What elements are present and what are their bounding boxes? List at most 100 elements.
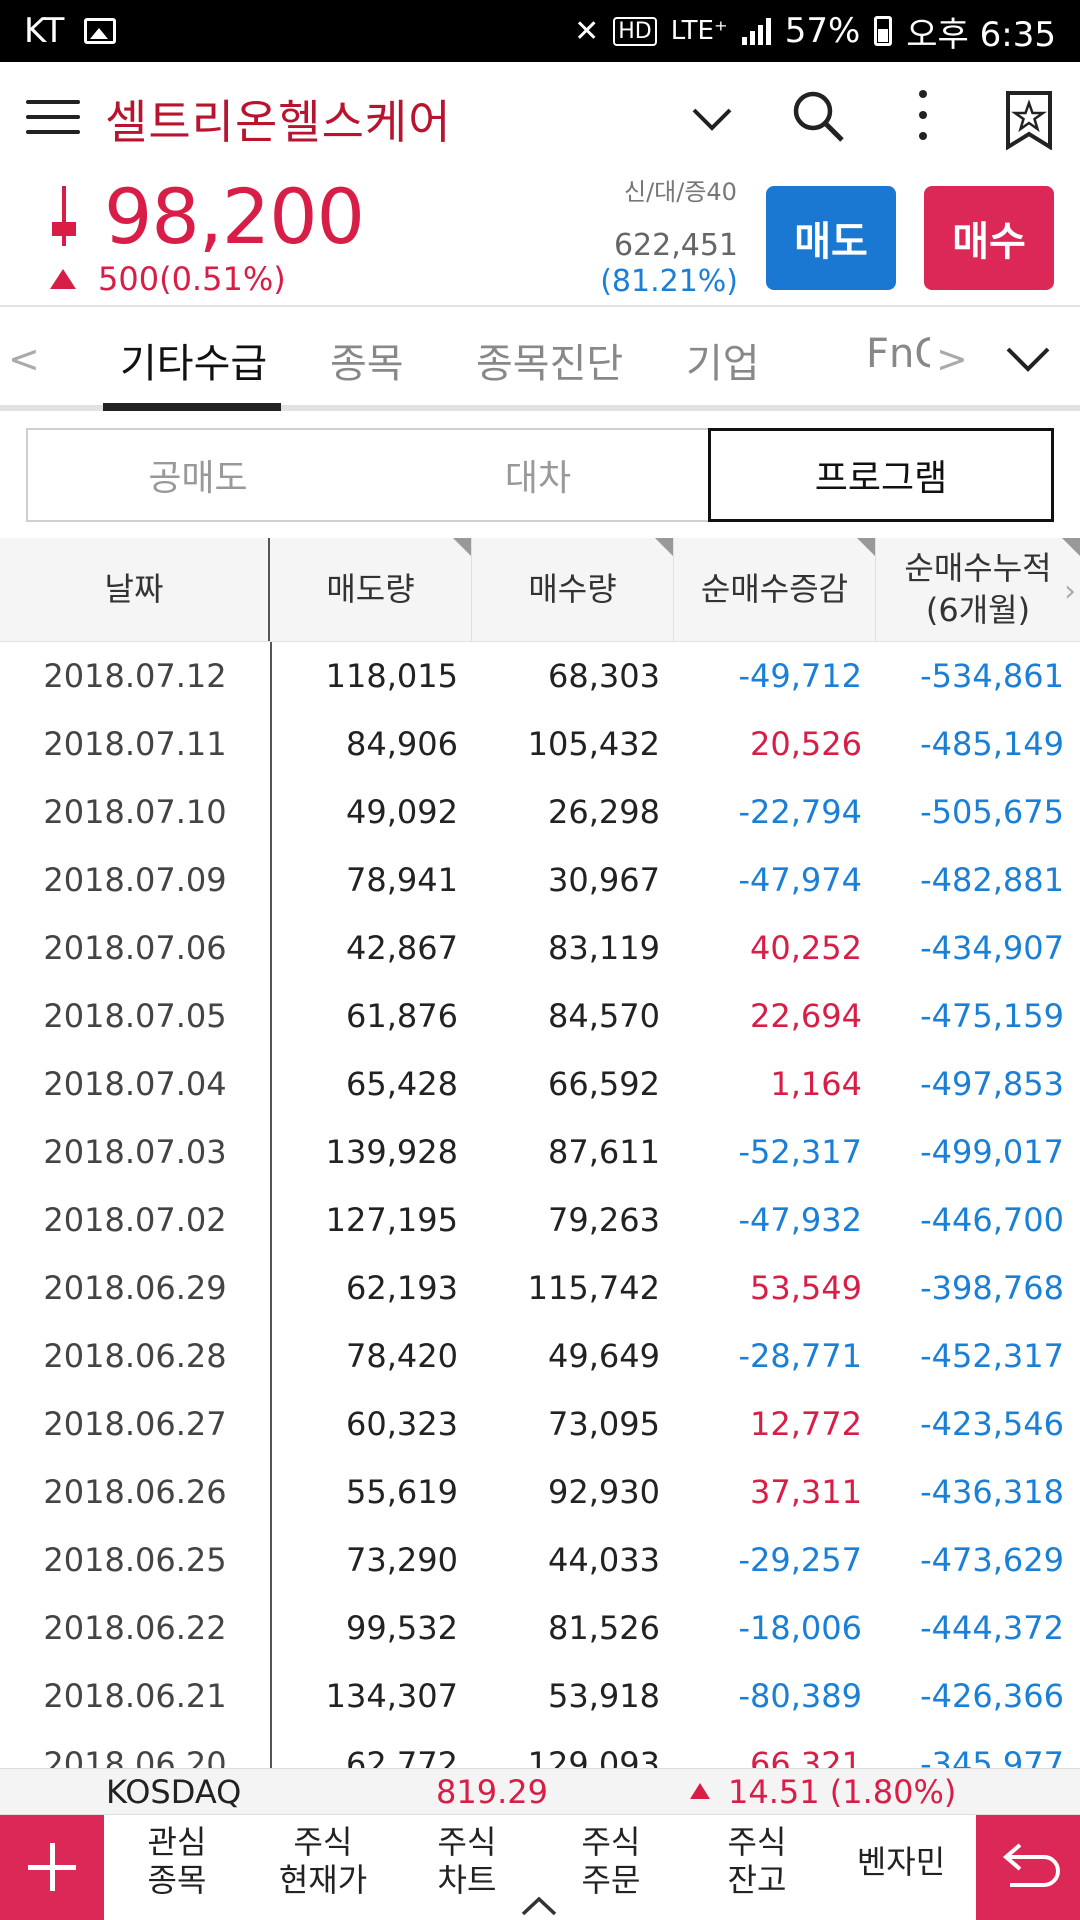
tab-expand-chevron-icon[interactable] (1004, 339, 1052, 379)
cell-buy-volume: 115,742 (527, 1269, 660, 1307)
tab-stock-diagnosis[interactable]: 종목진단 (476, 341, 624, 387)
cell-net-change: 66,321 (750, 1745, 862, 1768)
table-row[interactable]: 2018.07.05 61,876 84,570 22,694 -475,159 (0, 982, 1080, 1050)
cell-sell-volume: 84,906 (346, 725, 458, 763)
add-menu-button[interactable] (0, 1815, 104, 1920)
cell-date: 2018.06.25 (43, 1541, 227, 1579)
segment-lending[interactable]: 대차 (504, 458, 572, 499)
cell-sell-volume: 78,420 (346, 1337, 458, 1375)
buy-button[interactable]: 매수 (924, 186, 1054, 290)
segment-program[interactable]: 프로그램 (708, 428, 1054, 522)
cell-net-cumulative: -444,372 (920, 1609, 1064, 1647)
chevron-down-icon[interactable] (690, 96, 734, 140)
chevron-up-icon[interactable] (520, 1895, 558, 1917)
nav-chart[interactable]: 주식 차트 (437, 1823, 497, 1900)
column-scroll-right-icon[interactable]: › (1064, 574, 1076, 609)
cell-net-change: 20,526 (750, 725, 862, 763)
cell-net-cumulative: -499,017 (920, 1133, 1064, 1171)
table-row[interactable]: 2018.07.04 65,428 66,592 1,164 -497,853 (0, 1050, 1080, 1118)
table-row[interactable]: 2018.07.03 139,928 87,611 -52,317 -499,017 (0, 1118, 1080, 1186)
table-row[interactable]: 2018.07.12 118,015 68,303 -49,712 -534,861 (0, 642, 1080, 710)
table-row[interactable]: 2018.06.28 78,420 49,649 -28,771 -452,317 (0, 1322, 1080, 1390)
tab-stock[interactable]: 종목 (330, 341, 404, 387)
price-down-arrow-icon (52, 186, 76, 246)
status-bar: KT ✕ HD LTE⁺ 57% 오후 6:35 (0, 0, 1080, 62)
table-row[interactable]: 2018.06.22 99,532 81,526 -18,006 -444,372 (0, 1594, 1080, 1662)
table-row[interactable]: 2018.06.26 55,619 92,930 37,311 -436,318 (0, 1458, 1080, 1526)
table-row[interactable]: 2018.06.20 62,772 129,093 66,321 -345,977 (0, 1730, 1080, 1768)
cell-net-cumulative: -426,366 (920, 1677, 1064, 1715)
battery-percent: 57% (784, 11, 861, 51)
cell-buy-volume: 66,592 (548, 1065, 660, 1103)
header-sell-volume[interactable]: 매도량 (270, 538, 472, 641)
cell-sell-volume: 42,867 (346, 929, 458, 967)
cell-net-cumulative: -505,675 (920, 793, 1064, 831)
back-arrow-icon[interactable] (976, 1815, 1080, 1920)
cell-sell-volume: 60,323 (346, 1405, 458, 1443)
tab-bar: < 기타수급 종목 종목진단 기업 FnG > (0, 307, 1080, 411)
table-row[interactable]: 2018.06.25 73,290 44,033 -29,257 -473,629 (0, 1526, 1080, 1594)
nav-benjamin[interactable]: 벤자민 (856, 1843, 946, 1881)
table-row[interactable]: 2018.06.21 134,307 53,918 -80,389 -426,366 (0, 1662, 1080, 1730)
cell-buy-volume: 105,432 (527, 725, 660, 763)
cell-net-cumulative: -398,768 (920, 1269, 1064, 1307)
cell-date: 2018.07.05 (43, 997, 227, 1035)
cell-net-change: -80,389 (738, 1677, 862, 1715)
stock-name[interactable]: 셀트리온헬스케어 (105, 95, 452, 149)
header-net-cumulative[interactable]: 순매수누적 (6개월) › (876, 538, 1080, 641)
hd-voice-icon: HD (613, 16, 657, 46)
table-row[interactable]: 2018.07.10 49,092 26,298 -22,794 -505,675 (0, 778, 1080, 846)
more-options-icon[interactable] (908, 90, 938, 140)
table-row[interactable]: 2018.07.09 78,941 30,967 -47,974 -482,881 (0, 846, 1080, 914)
tab-company[interactable]: 기업 (686, 341, 760, 387)
header-net-change[interactable]: 순매수증감 (674, 538, 876, 641)
cell-net-change: -52,317 (738, 1133, 862, 1171)
cell-sell-volume: 65,428 (346, 1065, 458, 1103)
tab-scroll-left-icon[interactable]: < (8, 337, 40, 381)
cell-date: 2018.06.21 (43, 1677, 227, 1715)
favorite-bookmark-icon[interactable] (1004, 90, 1054, 150)
hamburger-menu-icon[interactable] (26, 100, 80, 134)
cell-net-change: 40,252 (750, 929, 862, 967)
sell-button[interactable]: 매도 (766, 186, 896, 290)
tab-scroll-right-icon[interactable]: > (936, 337, 968, 381)
nav-current-price[interactable]: 주식 현재가 (278, 1823, 368, 1900)
cell-net-change: -47,932 (738, 1201, 862, 1239)
nav-order[interactable]: 주식 주문 (581, 1823, 641, 1900)
segment-short-selling[interactable]: 공매도 (148, 458, 248, 499)
table-row[interactable]: 2018.07.02 127,195 79,263 -47,932 -446,700 (0, 1186, 1080, 1254)
market-index-bar[interactable]: KOSDAQ 819.29 14.51 (1.80%) (0, 1768, 1080, 1814)
column-divider (270, 642, 272, 1768)
cell-net-cumulative: -534,861 (920, 657, 1064, 695)
index-up-triangle-icon (690, 1783, 710, 1799)
search-icon[interactable] (790, 88, 846, 144)
tab-supply-demand[interactable]: 기타수급 (120, 341, 268, 387)
cell-sell-volume: 118,015 (325, 657, 458, 695)
header-buy-volume[interactable]: 매수량 (472, 538, 674, 641)
cell-sell-volume: 127,195 (325, 1201, 458, 1239)
cell-net-cumulative: -436,318 (920, 1473, 1064, 1511)
cell-sell-volume: 99,532 (346, 1609, 458, 1647)
cell-sell-volume: 73,290 (346, 1541, 458, 1579)
clock: 오후 6:35 (906, 14, 1056, 55)
quote-panel: 98,200 500(0.51%) 신/대/증40 622,451 (81.21… (0, 172, 1080, 307)
cell-net-change: -49,712 (738, 657, 862, 695)
table-row[interactable]: 2018.07.11 84,906 105,432 20,526 -485,149 (0, 710, 1080, 778)
cell-date: 2018.06.20 (43, 1745, 227, 1768)
price-change-value: 500(0.51%) (98, 260, 286, 298)
table-row[interactable]: 2018.06.27 60,323 73,095 12,772 -423,546 (0, 1390, 1080, 1458)
header-date: 날짜 (0, 538, 270, 641)
cell-sell-volume: 49,092 (346, 793, 458, 831)
cell-buy-volume: 26,298 (548, 793, 660, 831)
data-table[interactable]: 2018.07.12 118,015 68,303 -49,712 -534,861 20… (0, 642, 1080, 1768)
cell-net-change: 37,311 (750, 1473, 862, 1511)
cell-net-cumulative: -473,629 (920, 1541, 1064, 1579)
table-row[interactable]: 2018.07.06 42,867 83,119 40,252 -434,907 (0, 914, 1080, 982)
current-price: 98,200 (104, 172, 365, 261)
cell-net-change: -29,257 (738, 1541, 862, 1579)
nav-balance[interactable]: 주식 잔고 (727, 1823, 787, 1900)
cell-net-change: -47,974 (738, 861, 862, 899)
tab-fng[interactable]: FnG (866, 331, 930, 377)
nav-watchlist[interactable]: 관심 종목 (147, 1823, 207, 1900)
table-row[interactable]: 2018.06.29 62,193 115,742 53,549 -398,768 (0, 1254, 1080, 1322)
